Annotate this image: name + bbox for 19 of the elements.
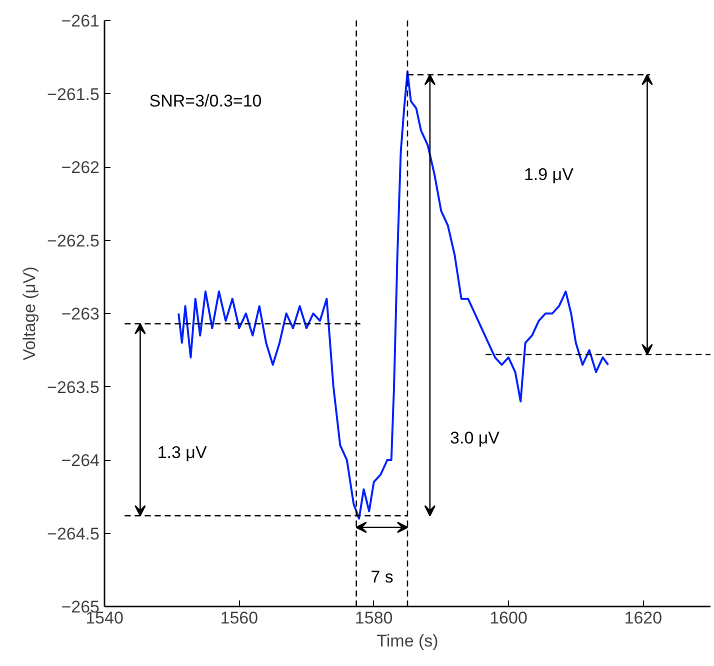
annotation: 7 s [370,568,394,587]
annotation: SNR=3/0.3=10 [149,92,262,111]
y-tick-label: −264.5 [47,524,100,544]
x-tick-label: 1620 [624,608,662,628]
annotation: 1.3 μV [157,443,208,462]
y-tick-label: −263.5 [47,378,100,397]
y-tick-label: −261 [61,12,100,30]
y-tick-label: −261.5 [47,84,100,104]
x-tick-label: 1600 [490,608,528,628]
annotation: 1.9 μV [524,164,574,184]
y-tick-label: −262 [61,158,100,177]
y-tick-label: −264 [61,451,100,470]
y-tick-label: −262.5 [47,231,100,250]
annotation: 3.0 μV [450,428,500,448]
x-axis-title: Time (s) [376,632,438,650]
y-tick-label: −263 [61,304,100,324]
y-axis-title: Voltage (μV) [20,266,40,360]
x-tick-label: 1560 [220,608,258,628]
x-tick-label: 1580 [354,608,393,628]
